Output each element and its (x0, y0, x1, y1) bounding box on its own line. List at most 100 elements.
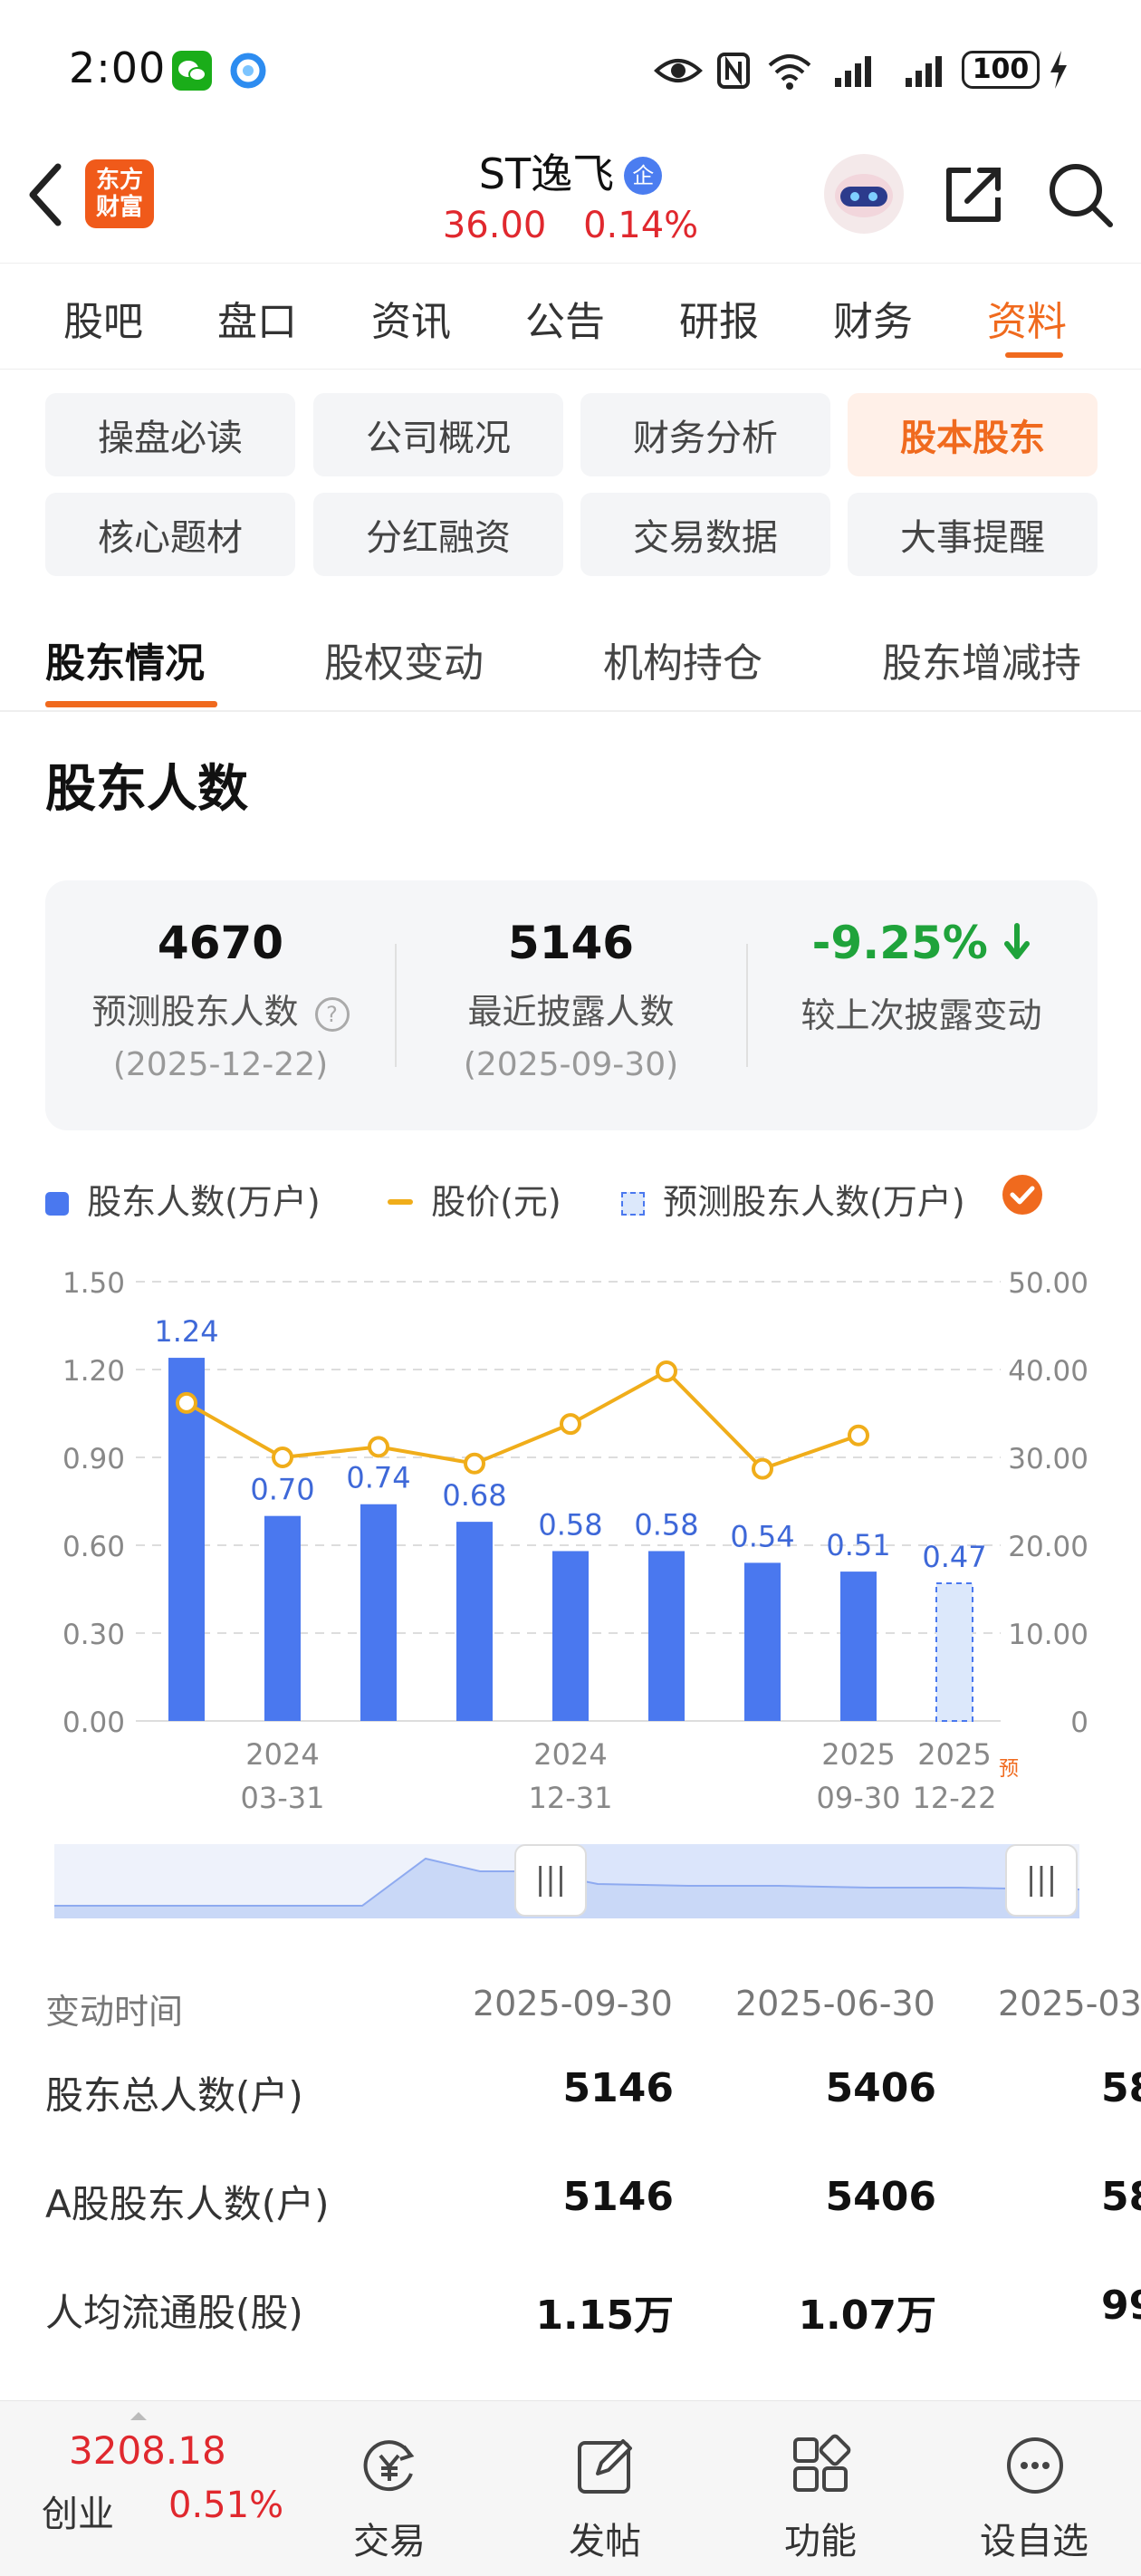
price-point (176, 1391, 197, 1414)
stock-change: 0.14% (583, 205, 699, 246)
robot-avatar-icon[interactable] (824, 154, 904, 234)
nav-add-watchlist[interactable]: 设自选 (962, 2401, 1107, 2576)
stat-latest-value: 5146 (507, 917, 635, 969)
chip-company-overview[interactable]: 公司概况 (313, 393, 563, 476)
bar-label: 0.58 (634, 1507, 698, 1542)
legend-forecast[interactable]: 预测股东人数(万户) (621, 1174, 965, 1224)
nav-functions[interactable]: 功能 (748, 2401, 893, 2576)
stock-header: 东方 财富 ST逸飞 企 36.00 0.14% (0, 136, 1141, 263)
chip-core-themes[interactable]: 核心题材 (45, 493, 295, 576)
x-axis-tick-date: 09-30 (817, 1781, 901, 1815)
tab-profile[interactable]: 资料 (987, 299, 1067, 345)
y-axis-right-tick: 20.00 (1008, 1531, 1088, 1563)
bar (456, 1522, 493, 1721)
table-date: 2025-03 (998, 1984, 1141, 2023)
stock-name: ST逸飞 (478, 149, 615, 198)
table-header-label: 变动时间 (45, 1992, 184, 2032)
stat-latest-label: 最近披露人数 (467, 992, 675, 1032)
range-handle-left[interactable]: ||| (514, 1844, 587, 1917)
grid-icon (790, 2434, 853, 2501)
subtab-shareholder-status[interactable]: 股东情况 (45, 640, 205, 687)
tab-research[interactable]: 研报 (679, 299, 759, 345)
grip-icon: ||| (534, 1861, 567, 1898)
price-point (656, 1360, 677, 1382)
status-bar: 2:00 100 (0, 0, 1141, 136)
y-axis-right-tick: 30.00 (1008, 1443, 1088, 1475)
y-axis-right-tick: 40.00 (1008, 1355, 1088, 1388)
stat-change: -9.25% 较上次披露变动 (746, 917, 1097, 1037)
down-arrow-icon (1003, 920, 1031, 973)
y-axis-left-tick: 0.30 (62, 1619, 125, 1651)
y-axis-right-tick: 50.00 (1008, 1267, 1088, 1300)
nav-post-label: 发帖 (569, 2521, 641, 2562)
back-arrow-icon[interactable] (24, 161, 69, 232)
row-value: 5146 (562, 2174, 674, 2220)
subtab-holding-changes[interactable]: 股东增减持 (882, 640, 1081, 687)
row-value: 5146 (562, 2065, 674, 2111)
bar-label: 0.54 (730, 1519, 794, 1553)
price-point (752, 1457, 773, 1480)
help-icon[interactable]: ? (314, 997, 350, 1032)
bar-label: 0.58 (538, 1507, 602, 1542)
x-axis-tick-year: 2024 (245, 1737, 319, 1772)
search-icon[interactable] (1045, 159, 1116, 234)
nav-post[interactable]: 发帖 (532, 2401, 677, 2576)
nav-trade[interactable]: 交易 (317, 2401, 462, 2576)
tab-guba[interactable]: 股吧 (63, 299, 143, 345)
x-axis-tick-date: 12-31 (529, 1781, 613, 1815)
legend-bars-label: 股东人数(万户) (87, 1182, 321, 1222)
row-value: 58 (1101, 2174, 1141, 2220)
x-axis-tick-year: 2024 (533, 1737, 607, 1772)
shareholder-chart: 1.50 50.00 1.20 40.00 0.90 30.00 0.60 20.00 0.30… (62, 1267, 1088, 1815)
stat-latest: 5146 最近披露人数 (2025-09-30) (396, 917, 746, 1083)
logo-line-2: 财富 (95, 194, 143, 221)
bar-label: 0.47 (922, 1540, 986, 1574)
chip-major-events[interactable]: 大事提醒 (848, 493, 1098, 576)
price-point (464, 1452, 485, 1475)
index-ticker[interactable]: 3208.18 创业 0.51% (27, 2401, 290, 2576)
tab-announcements[interactable]: 公告 (525, 299, 605, 345)
stats-card: 4670 预测股东人数 ? (2025-12-22) 5146 最近披露人数 (… (45, 880, 1098, 1130)
price-point (368, 1436, 389, 1458)
app-logo[interactable]: 东方 财富 (85, 159, 154, 228)
stock-title-group[interactable]: ST逸飞 企 36.00 0.14% (362, 141, 779, 250)
tab-finance[interactable]: 财务 (833, 299, 913, 345)
chip-trading-guide[interactable]: 操盘必读 (45, 393, 295, 476)
share-icon[interactable] (940, 161, 1007, 232)
checkmark-icon[interactable] (1002, 1174, 1043, 1219)
subtab-institution-holdings[interactable]: 机构持仓 (603, 640, 762, 687)
y-axis-left-tick: 1.50 (62, 1267, 125, 1300)
battery-level: 100 (972, 53, 1030, 85)
chip-dividend-financing[interactable]: 分红融资 (313, 493, 563, 576)
wechat-icon (172, 51, 212, 91)
chip-shareholders[interactable]: 股本股东 (848, 393, 1098, 476)
bar-label: 0.68 (442, 1478, 506, 1513)
subtab-equity-change[interactable]: 股权变动 (324, 640, 484, 687)
price-point (560, 1413, 581, 1436)
bar (840, 1572, 877, 1721)
table-header: 变动时间 2025-09-30 2025-06-30 2025-03 (0, 1984, 1141, 2056)
main-tabs: 股吧 盘口 资讯 公告 研报 财务 资料 (0, 263, 1141, 370)
index-name: 创业 (42, 2494, 114, 2535)
legend-line-label: 股价(元) (431, 1182, 561, 1222)
row-label: 人均流通股(股) (45, 2291, 303, 2335)
legend-line[interactable]: 股价(元) (388, 1174, 561, 1224)
table-row: 人均流通股(股) 1.15万 1.07万 99 (0, 2283, 1141, 2355)
chip-financial-analysis[interactable]: 财务分析 (580, 393, 830, 476)
x-axis-tick-date: 03-31 (241, 1781, 325, 1815)
logo-line-1: 东方 (95, 167, 143, 194)
tab-news[interactable]: 资讯 (371, 299, 451, 345)
legend-bars[interactable]: 股东人数(万户) (45, 1174, 321, 1224)
bar-label: 0.51 (826, 1528, 890, 1562)
enterprise-badge: 企 (624, 157, 663, 195)
y-axis-left-tick: 0.00 (62, 1706, 125, 1739)
range-handle-right[interactable]: ||| (1005, 1844, 1078, 1917)
table-date: 2025-09-30 (473, 1984, 673, 2023)
stat-forecast-date: (2025-12-22) (112, 1046, 329, 1083)
forecast-bar (935, 1582, 973, 1722)
chip-trade-data[interactable]: 交易数据 (580, 493, 830, 576)
stock-price: 36.00 (442, 205, 547, 246)
stat-latest-date: (2025-09-30) (463, 1046, 679, 1083)
tab-pankou[interactable]: 盘口 (217, 299, 297, 345)
bar-label: 0.74 (346, 1461, 410, 1495)
